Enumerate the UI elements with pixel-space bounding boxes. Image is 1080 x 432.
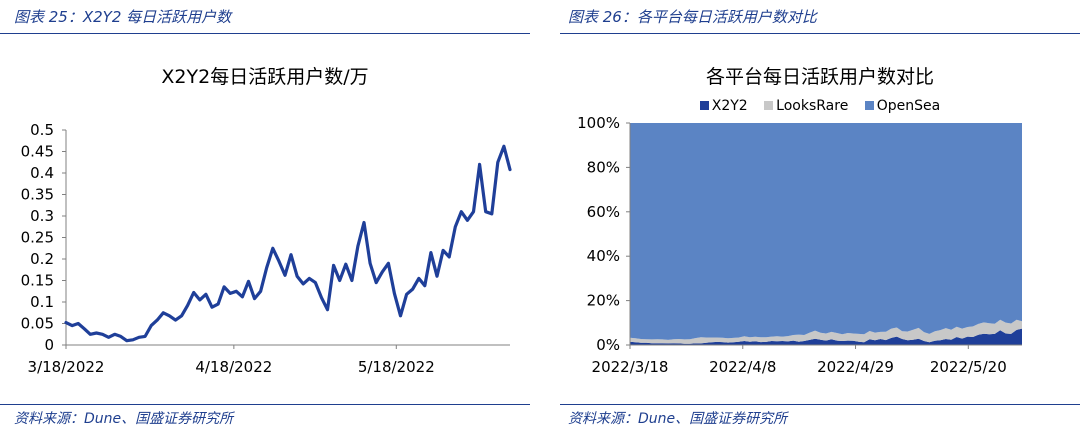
right-figure-caption: 图表 26：各平台每日活跃用户数对比	[568, 8, 817, 26]
left-top-rule	[0, 33, 530, 34]
y-tick-label: 80%	[587, 158, 620, 176]
x-tick-label: 2022/4/29	[817, 358, 894, 376]
platform-share-area-chart: 0% 20% 40% 60% 80% 100% 2022/3/18 2022/4/8 2022/…	[577, 114, 1022, 376]
legend-swatch-x2y2	[699, 101, 709, 110]
legend-item-opensea: OpenSea	[864, 98, 941, 114]
right-chart-title: 各平台每日活跃用户数对比	[705, 66, 934, 88]
left-figure-caption: 图表 25：X2Y2 每日活跃用户数	[14, 8, 232, 26]
x-tick-label: 5/18/2022	[358, 358, 435, 376]
x-tick-label: 2022/3/18	[592, 358, 669, 376]
left-figure: 图表 25：X2Y2 每日活跃用户数 X2Y2每日活跃用户数/万 0 0.05 0.…	[0, 0, 530, 432]
y-tick-label: 0.4	[30, 164, 54, 182]
y-tick-label: 0.05	[21, 315, 54, 333]
series-area-looksrare	[630, 319, 1022, 344]
series-area-opensea	[630, 123, 1022, 340]
y-tick-label: 0.35	[21, 186, 54, 204]
y-tick-label: 0	[44, 336, 54, 354]
y-tick-label: 0.1	[30, 293, 54, 311]
y-tick-label: 0.5	[30, 121, 54, 139]
y-tick-label: 0.45	[21, 143, 54, 161]
y-tick-label: 0.25	[21, 229, 54, 247]
y-tick-label: 20%	[587, 292, 620, 310]
y-tick-label: 0%	[596, 336, 620, 354]
x-tick-label: 3/18/2022	[28, 358, 105, 376]
y-tick-label: 0.3	[30, 207, 54, 225]
y-tick-label: 100%	[577, 114, 620, 132]
y-tick-label: 0.2	[30, 250, 54, 268]
y-tick-label: 60%	[587, 203, 620, 221]
right-figure-source: 资料来源：Dune、国盛证券研究所	[568, 411, 788, 427]
legend-label-opensea: OpenSea	[876, 98, 941, 114]
x-tick-label: 2022/4/8	[709, 358, 776, 376]
left-bottom-rule	[0, 404, 530, 405]
right-top-rule	[560, 33, 1080, 34]
legend-item-x2y2: X2Y2	[699, 98, 748, 114]
x-tick-label: 4/18/2022	[195, 358, 272, 376]
legend-label-looksrare: LooksRare	[776, 98, 849, 114]
left-chart-title: X2Y2每日活跃用户数/万	[161, 66, 369, 88]
legend-item-looksrare: LooksRare	[764, 98, 848, 114]
y-tick-label: 40%	[587, 247, 620, 265]
legend-label-x2y2: X2Y2	[711, 98, 748, 114]
right-figure: 图表 26：各平台每日活跃用户数对比 各平台每日活跃用户数对比 X2Y2 Loo…	[560, 0, 1080, 432]
series-line-x2y2	[64, 144, 512, 343]
right-bottom-rule	[560, 404, 1080, 405]
series-area-x2y2	[630, 328, 1022, 345]
left-figure-source: 资料来源：Dune、国盛证券研究所	[14, 411, 234, 427]
y-tick-label: 0.15	[21, 272, 54, 290]
x-tick-label: 2022/5/20	[930, 358, 1007, 376]
legend-swatch-opensea	[864, 101, 874, 110]
x2y2-line-chart: 0 0.05 0.1 0.15 0.2 0.25 0.3 0.35 0.4 0.45 0.5 3/18…	[21, 121, 512, 376]
legend-swatch-looksrare	[764, 101, 774, 110]
right-chart-legend: X2Y2 LooksRare OpenSea	[560, 98, 1080, 114]
